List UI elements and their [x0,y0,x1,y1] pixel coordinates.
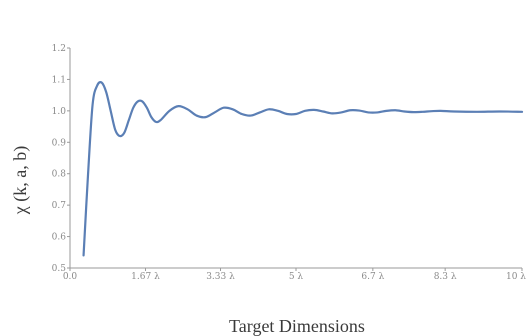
y-tick-label: 1.2 [52,44,66,54]
x-tick-label: 8.3 λ [434,272,457,282]
y-tick-label: 0.6 [52,233,67,243]
y-axis-label: χ (k, a, b) [10,146,31,215]
y-tick-label: 0.9 [52,138,67,148]
x-tick-label: 5 λ [289,272,304,282]
y-tick-label: 0.5 [52,264,67,274]
x-tick-label: 0.0 [63,272,78,282]
x-tick-label: 1.67 λ [131,272,160,282]
x-ticks: 0.0 1.67 λ 3.33 λ 5 λ 6.7 λ 8.3 λ 10 λ [63,268,526,282]
x-tick-label: 3.33 λ [206,272,235,282]
y-ticks: 0.5 0.6 0.7 0.8 0.9 1.0 1.1 1.2 [52,44,70,274]
series-group [82,81,524,257]
y-tick-label: 1.1 [52,75,66,85]
x-axis-label: Target Dimensions [229,316,365,336]
y-tick-label: 0.8 [52,170,67,180]
y-tick-label: 1.0 [52,107,67,117]
x-tick-label: 6.7 λ [361,272,384,282]
x-tick-label: 10 λ [506,272,526,282]
y-tick-label: 0.7 [52,201,67,211]
series-line [82,81,524,257]
axes [69,48,522,269]
